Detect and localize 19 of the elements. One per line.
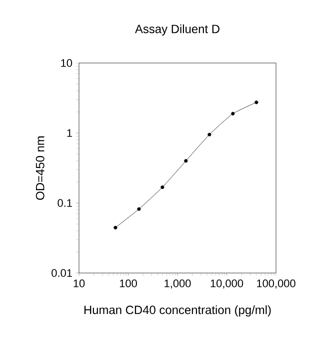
- point: [208, 132, 212, 136]
- y-tick-label: 1: [67, 129, 72, 137]
- x-tick-label: 100,000: [257, 280, 296, 289]
- chart-title: Assay Diluent D: [134, 24, 220, 36]
- x-tick-label: 100: [120, 280, 137, 288]
- point: [114, 226, 118, 230]
- point: [231, 112, 235, 116]
- y-tick-label: 0.1: [58, 199, 72, 207]
- y-axis-title: OD=450 nm: [36, 136, 44, 200]
- point: [254, 100, 258, 104]
- x-tick-label: 10,000: [210, 280, 244, 289]
- x-axis-title: Human CD40 concentration (pg/ml): [84, 305, 271, 317]
- x-tick-label: 1,000: [164, 280, 191, 289]
- point: [184, 159, 188, 163]
- point: [137, 207, 141, 211]
- y-tick-label: 10: [61, 59, 72, 67]
- point: [160, 185, 164, 190]
- y-tick-label: 0.01: [52, 269, 72, 277]
- x-tick-label: 10: [74, 280, 85, 288]
